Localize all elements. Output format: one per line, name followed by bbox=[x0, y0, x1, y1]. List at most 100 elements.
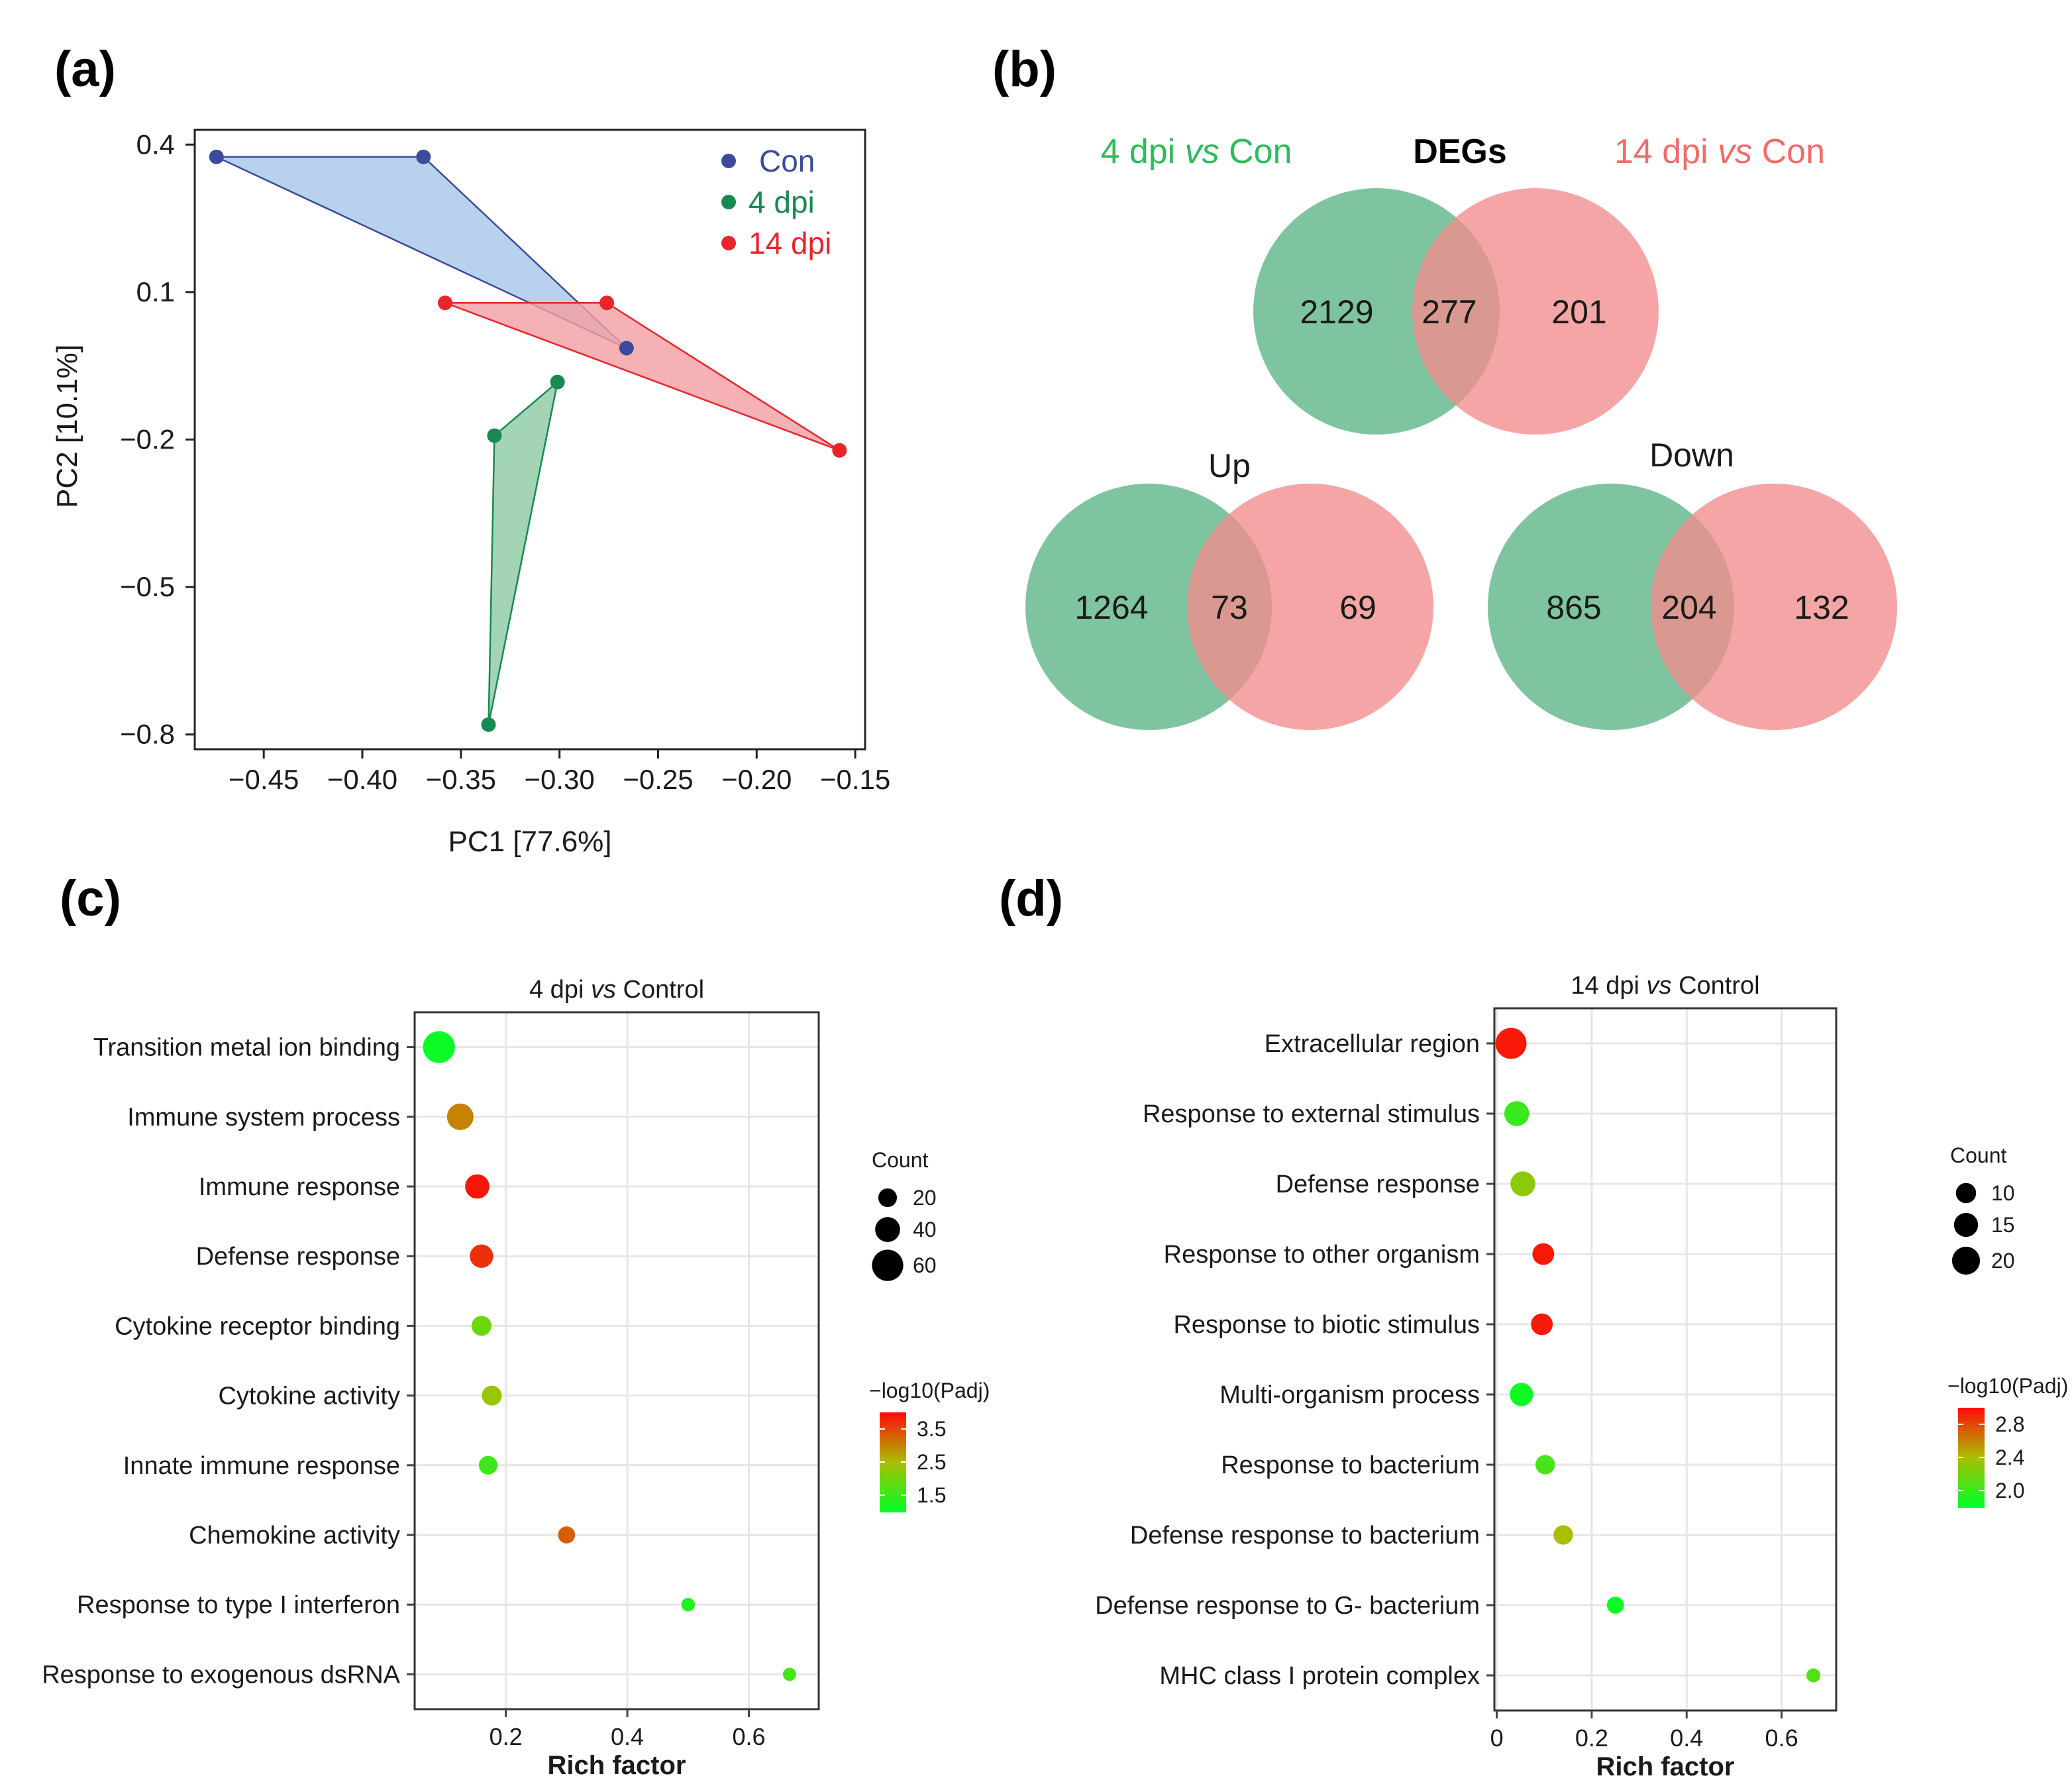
go14-colorbar-segment bbox=[1958, 1454, 1985, 1458]
go14-colorbar-segment bbox=[1958, 1431, 1985, 1435]
go14-dot-8 bbox=[1606, 1597, 1624, 1614]
pca-x-tick-label: −0.45 bbox=[229, 764, 299, 795]
go14-colorbar-segment bbox=[1958, 1464, 1985, 1468]
go14-size-legend-title: Count bbox=[1950, 1143, 2007, 1167]
pca-legend-label-con: Con bbox=[759, 144, 815, 178]
venn-count-overlap: 277 bbox=[1422, 293, 1476, 331]
go4-colorbar-segment bbox=[880, 1459, 906, 1463]
go14-colorbar-segment bbox=[1958, 1494, 1985, 1498]
go4-color-legend-title: −log10(Padj) bbox=[869, 1379, 990, 1402]
go4-colorbar-segment bbox=[880, 1429, 906, 1433]
go4-colorbar-segment bbox=[880, 1508, 906, 1512]
panel-label-d: (d) bbox=[999, 870, 1063, 927]
go4-colorbar-segment bbox=[880, 1479, 906, 1483]
go14-colorbar-label: 2.4 bbox=[1995, 1446, 2024, 1469]
go4-title-vs: vs bbox=[591, 976, 616, 1004]
go14-term-label: Extracellular region bbox=[1265, 1030, 1480, 1058]
go14-x-tick-label: 0.2 bbox=[1575, 1724, 1608, 1752]
go14-colorbar-segment bbox=[1958, 1497, 1985, 1501]
go4-size-legend-dot bbox=[875, 1217, 900, 1242]
pca-hull-dpi4 bbox=[488, 380, 559, 725]
venn-circle-14dpi bbox=[1651, 484, 1897, 730]
go14-term-label: Defense response to bacterium bbox=[1130, 1522, 1480, 1550]
venn-diagrams: 4 dpi vs Con DEGs 14 dpi vs Con Up Down … bbox=[1025, 132, 1897, 730]
go14-dot-5 bbox=[1510, 1383, 1533, 1406]
go14-colorbar-segment bbox=[1958, 1444, 1985, 1448]
go14-colorbar-segment bbox=[1958, 1491, 1985, 1495]
pca-x-tick-label: −0.25 bbox=[623, 764, 693, 795]
go4-colorbar-segment bbox=[880, 1442, 906, 1446]
go4-colorbar-segment bbox=[880, 1439, 906, 1443]
go14-colorbar-segment bbox=[1958, 1421, 1985, 1425]
venn-count-14dpi-only: 201 bbox=[1551, 293, 1606, 331]
pca-point-dpi14-0 bbox=[438, 295, 453, 311]
pca-legend-label-dpi4: 4 dpi bbox=[749, 185, 815, 219]
pca-legend: Con 4 dpi 14 dpi bbox=[721, 144, 831, 260]
pca-point-layer bbox=[209, 149, 847, 732]
go14-size-legend-label: 15 bbox=[1991, 1213, 2015, 1237]
go14-dot-1 bbox=[1504, 1101, 1529, 1126]
pca-chart: −0.45 −0.40 −0.35 −0.30 −0.25 −0.20 −0.15 0.40… bbox=[51, 129, 890, 858]
venn-title-degs: DEGs bbox=[1413, 132, 1507, 171]
venn-count-4dpi-only: 865 bbox=[1546, 589, 1601, 626]
go14-dot-6 bbox=[1535, 1455, 1555, 1475]
go4-term-label: Cytokine receptor binding bbox=[115, 1312, 400, 1340]
go14-term-label: Response to other organism bbox=[1164, 1241, 1480, 1269]
pca-y-axis-title: PC2 [10.1%] bbox=[51, 344, 83, 508]
venn-title-down: Down bbox=[1649, 437, 1734, 474]
go4-colorbar-label: 1.5 bbox=[917, 1483, 946, 1507]
go4-x-axis-title: Rich factor bbox=[548, 1751, 686, 1780]
go4-colorbar-segment bbox=[880, 1426, 906, 1430]
pca-legend-marker-dpi14 bbox=[721, 236, 736, 250]
pca-y-tick-label: 0.4 bbox=[136, 129, 175, 160]
go14-size-legend-dot bbox=[1951, 1246, 1981, 1275]
pca-point-dpi4-1 bbox=[487, 428, 502, 443]
go14-colorbar-segment bbox=[1958, 1481, 1985, 1485]
go14-x-tick-label: 0.4 bbox=[1670, 1724, 1703, 1752]
go4-title: 4 dpi vs Control bbox=[529, 976, 704, 1004]
go14-colorbar-segment bbox=[1958, 1428, 1985, 1432]
go4-x-tick-label: 0.4 bbox=[611, 1723, 644, 1750]
venn-title-4dpi: 4 dpi vs Con bbox=[1100, 132, 1292, 171]
go14-dot-2 bbox=[1510, 1171, 1535, 1196]
pca-hull-con bbox=[216, 156, 627, 349]
go14-colorbar-segment bbox=[1958, 1500, 1985, 1504]
go4-colorbar-segment bbox=[880, 1495, 906, 1499]
go14-colorbar-segment bbox=[1958, 1438, 1985, 1442]
go4-colorbar-segment bbox=[880, 1455, 906, 1459]
go14-colorbar-segment bbox=[1958, 1451, 1985, 1455]
go14-colorbar-segment bbox=[1958, 1414, 1985, 1418]
go14-term-label: Defense response bbox=[1276, 1171, 1480, 1198]
pca-y-tick-label: −0.5 bbox=[120, 571, 175, 602]
go14-title-a: 14 dpi bbox=[1571, 972, 1646, 1000]
pca-y-tick-label: 0.1 bbox=[136, 276, 175, 307]
go14-x-axis-title: Rich factor bbox=[1596, 1752, 1735, 1781]
go4-size-legend-dot bbox=[878, 1188, 898, 1208]
pca-legend-marker-con bbox=[721, 154, 736, 168]
go14-colorbar-segment bbox=[1958, 1408, 1985, 1412]
go4-dot-3 bbox=[470, 1244, 493, 1268]
go4-size-legend-label: 40 bbox=[913, 1218, 937, 1241]
go14-colorbar-segment bbox=[1958, 1434, 1985, 1438]
go4-term-label: Chemokine activity bbox=[189, 1522, 400, 1550]
go4-colorbar-segment bbox=[880, 1419, 906, 1423]
pca-point-dpi14-1 bbox=[599, 295, 615, 311]
pca-y-tick-label: −0.2 bbox=[120, 424, 175, 455]
go4-dot-7 bbox=[558, 1526, 576, 1544]
go4-x-tick-label: 0.2 bbox=[490, 1723, 523, 1750]
go4-colorbar-segment bbox=[880, 1472, 906, 1476]
go14-term-label: MHC class I protein complex bbox=[1159, 1662, 1480, 1690]
pca-hull-layer bbox=[216, 156, 840, 725]
go14-dot-4 bbox=[1531, 1313, 1553, 1336]
pca-point-dpi4-2 bbox=[481, 717, 496, 732]
pca-legend-label-dpi14: 14 dpi bbox=[749, 226, 831, 260]
go14-size-legend-label: 20 bbox=[1991, 1249, 2015, 1273]
venn-up: 1264 73 69 bbox=[1025, 484, 1433, 730]
pca-point-dpi4-0 bbox=[550, 374, 565, 390]
venn-circle-layer: 2129 277 201 1264 73 69 865 204 132 bbox=[1025, 188, 1897, 730]
venn-count-14dpi-only: 69 bbox=[1339, 589, 1376, 626]
go4-dot-1 bbox=[446, 1103, 474, 1130]
go4-dot-4 bbox=[471, 1316, 492, 1336]
venn-title-4dpi-b: Con bbox=[1229, 132, 1292, 171]
